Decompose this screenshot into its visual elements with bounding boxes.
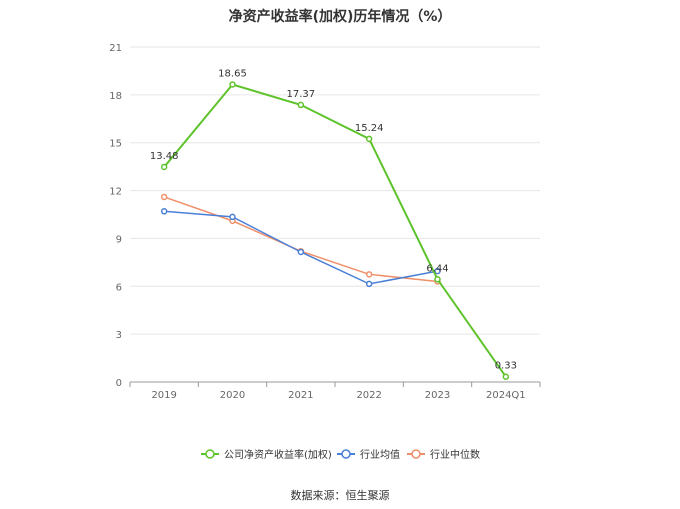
data-label: 15.24: [355, 123, 384, 134]
grid-lines: [130, 46, 540, 335]
data-label: 0.33: [495, 361, 517, 372]
data-point: [160, 163, 168, 171]
x-tick-label: 2021: [288, 390, 313, 401]
data-point: [297, 248, 305, 256]
legend-label: 行业均值: [360, 448, 400, 461]
legend-swatch-marker: [205, 449, 215, 459]
y-tick-label: 12: [109, 187, 122, 198]
data-label: 17.37: [287, 89, 316, 100]
data-point: [434, 276, 441, 283]
data-point: [229, 213, 236, 221]
data-point: [365, 271, 373, 278]
y-tick-label: 21: [109, 43, 122, 54]
data-label: 18.65: [218, 68, 247, 79]
legend: 公司净资产收益率(加权) 行业均值 行业中位数: [201, 448, 480, 461]
data-point: [160, 193, 168, 201]
data-point: [297, 101, 305, 109]
legend-item: 公司净资产收益率(加权): [201, 448, 332, 461]
y-tick-label: 18: [109, 91, 122, 102]
chart-title: 净资产收益率(加权)历年情况（%）: [228, 9, 452, 25]
y-tick-label: 15: [109, 139, 122, 150]
data-point: [365, 280, 373, 288]
legend-swatch-marker: [341, 449, 351, 459]
data-point: [229, 81, 236, 88]
series-line: [164, 210, 438, 285]
series-lines: [160, 81, 510, 380]
legend-label: 公司净资产收益率(加权): [224, 448, 332, 461]
data-point: [434, 267, 441, 275]
x-tick-label: 2019: [151, 390, 176, 401]
y-tick-label: 6: [116, 282, 122, 293]
legend-item: 行业均值: [337, 448, 400, 461]
legend-swatch-marker: [411, 449, 421, 459]
x-tick-label: 2022: [356, 390, 381, 401]
data-point: [160, 208, 168, 215]
legend-item: 行业中位数: [407, 448, 480, 461]
legend-label: 行业中位数: [430, 448, 480, 461]
data-label: 6.44: [426, 263, 448, 274]
axes: 0 3 6 9 12 15 18 21 2019 2020 2021 2022 2023 2024Q1: [109, 43, 541, 401]
y-tick-label: 3: [116, 330, 122, 341]
y-tick-label: 0: [116, 378, 122, 389]
data-point: [365, 135, 373, 143]
data-label: 13.48: [150, 151, 179, 162]
source-note: 数据来源：恒生聚源: [290, 489, 390, 502]
data-point: [502, 373, 510, 380]
series-line: [163, 83, 507, 378]
x-tick-label: 2023: [425, 390, 450, 401]
x-tick-label: 2024Q1: [486, 390, 526, 401]
x-tick-label: 2020: [220, 390, 245, 401]
series-line: [163, 196, 438, 283]
data-labels: 13.48 18.65 17.37 15.24 6.44 0.33: [150, 68, 517, 371]
y-tick-label: 9: [116, 234, 122, 245]
